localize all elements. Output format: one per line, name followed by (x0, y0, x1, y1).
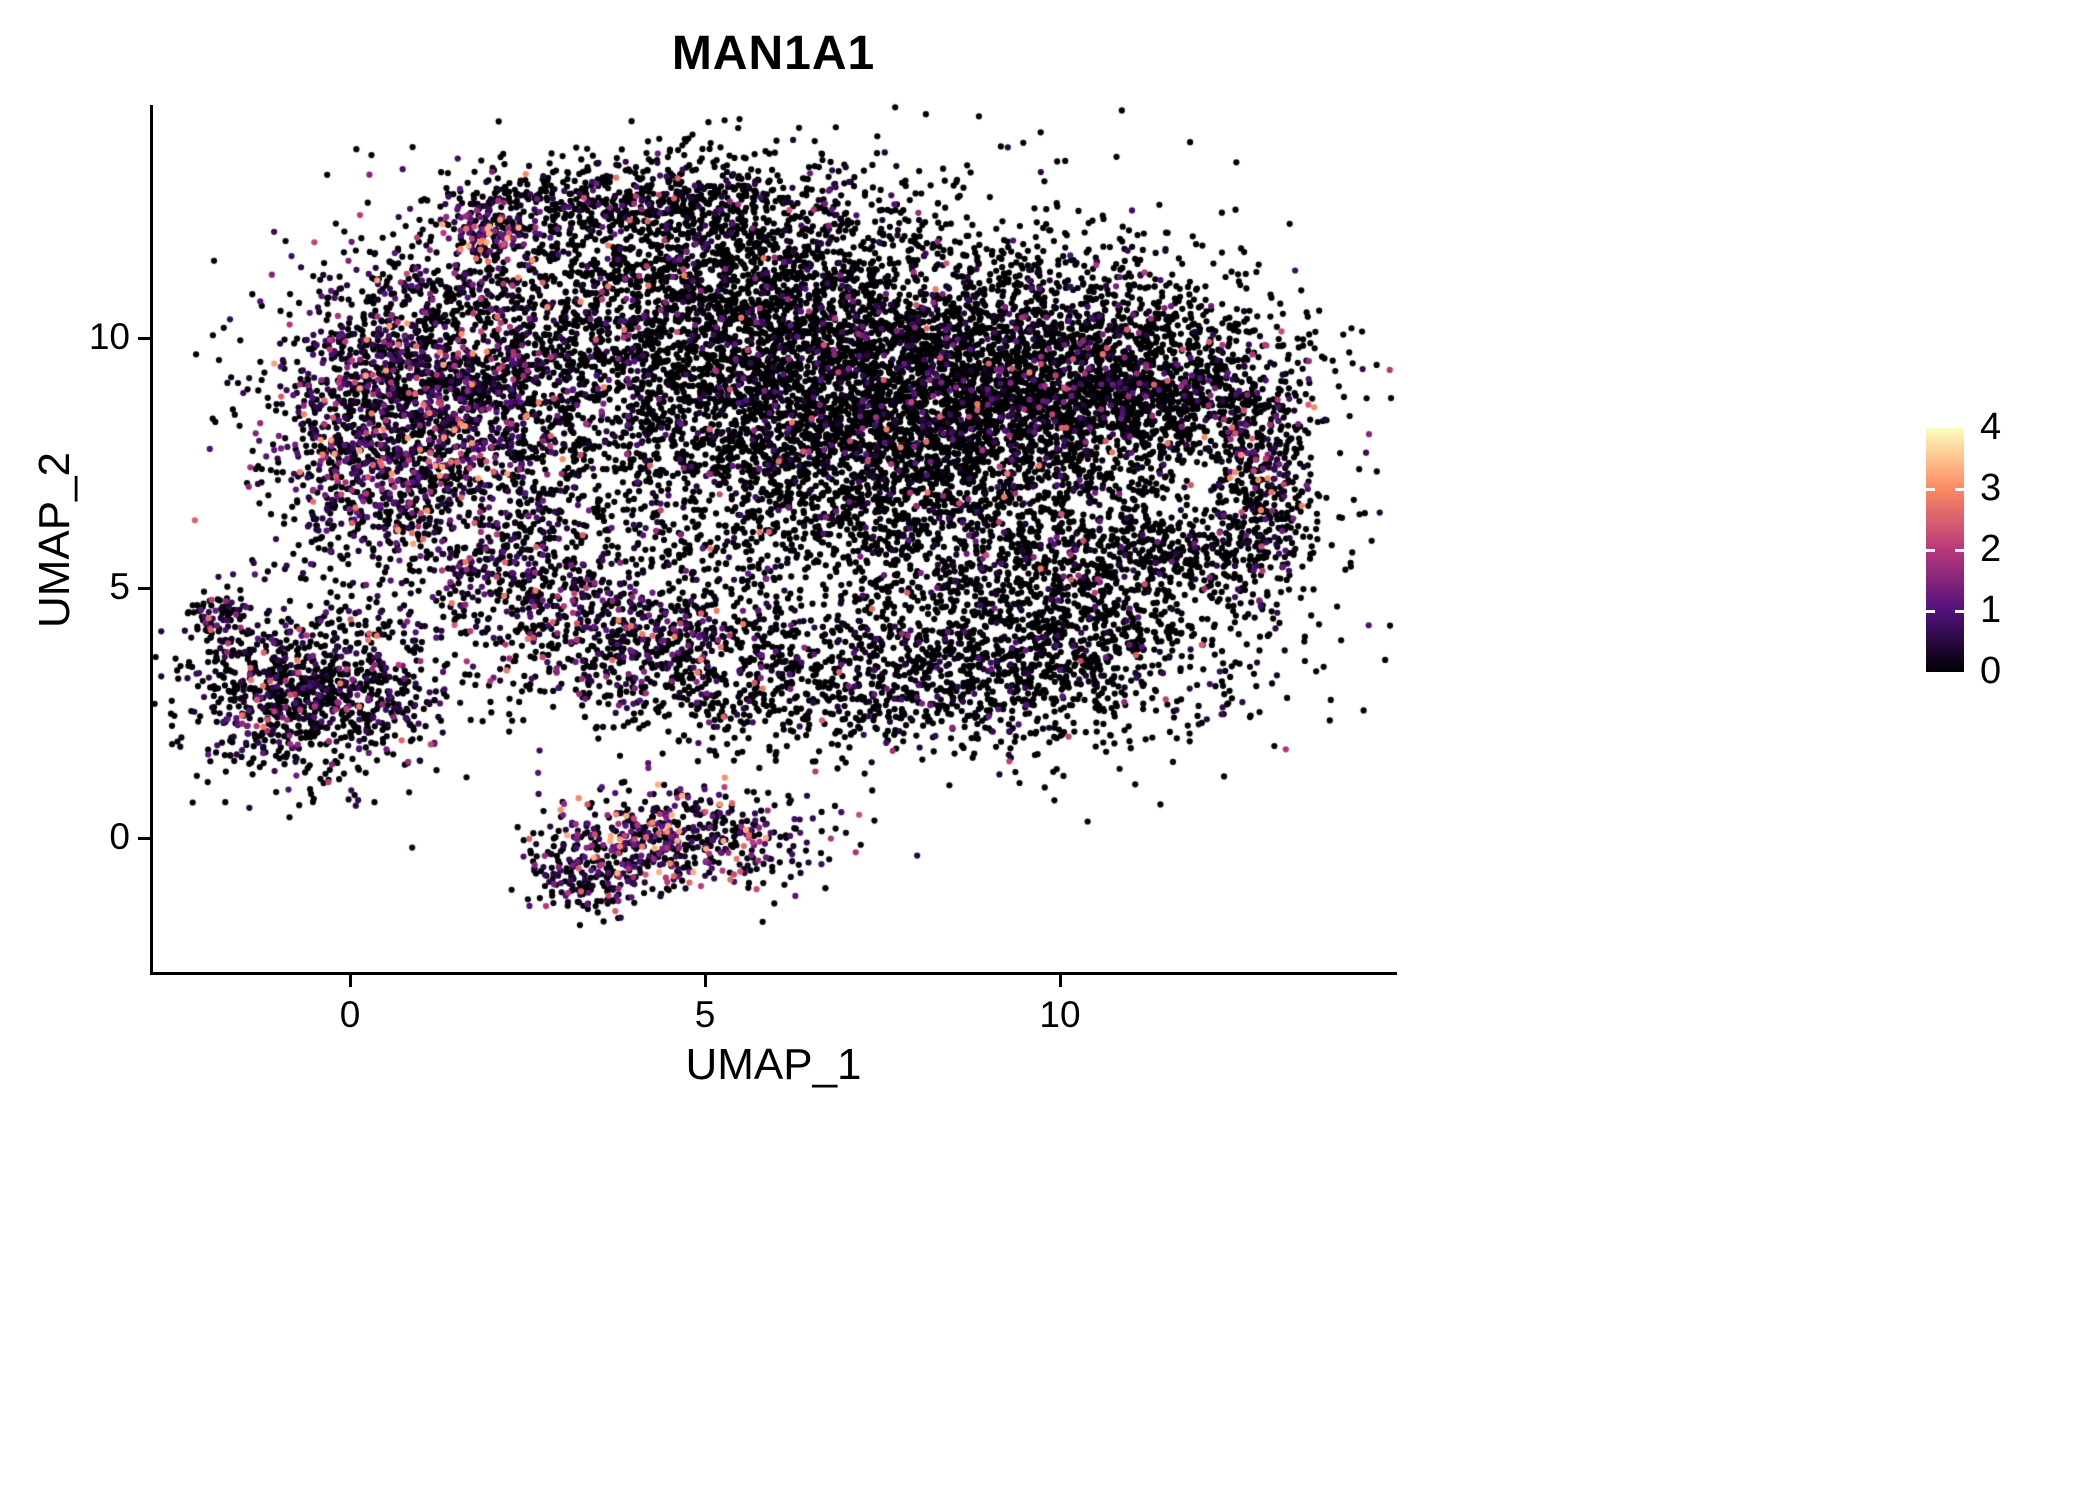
y-axis-line (150, 105, 153, 975)
colorbar-label-3: 3 (1980, 467, 2002, 509)
y-tick-label-0: 0 (109, 816, 130, 857)
y-tick-mark-5 (138, 587, 150, 590)
colorbar-label-0: 0 (1980, 650, 2002, 692)
colorbar-tick (1955, 488, 1964, 491)
x-tick-mark-5 (704, 975, 707, 987)
colorbar-label-1: 1 (1980, 589, 2002, 631)
x-tick-label-10: 10 (1039, 994, 1081, 1035)
colorbar-label-4: 4 (1980, 406, 2002, 448)
colorbar-tick (1955, 549, 1964, 552)
x-tick-mark-10 (1059, 975, 1062, 987)
y-tick-label-10: 10 (88, 316, 130, 357)
y-tick-label-5: 5 (109, 566, 130, 607)
y-axis-title: UMAP_2 (30, 451, 79, 629)
x-tick-label-5: 5 (694, 994, 716, 1035)
colorbar-tick (1926, 488, 1935, 491)
x-axis-title: UMAP_1 (685, 1040, 862, 1089)
y-tick-mark-0 (138, 837, 150, 840)
x-axis-line (150, 972, 1397, 975)
x-tick-label-0: 0 (339, 994, 361, 1035)
colorbar-label-2: 2 (1980, 528, 2002, 570)
colorbar-tick (1926, 610, 1935, 613)
x-tick-mark-0 (349, 975, 352, 987)
colorbar-tick (1926, 549, 1935, 552)
y-tick-mark-10 (138, 337, 150, 340)
colorbar-tick (1955, 610, 1964, 613)
